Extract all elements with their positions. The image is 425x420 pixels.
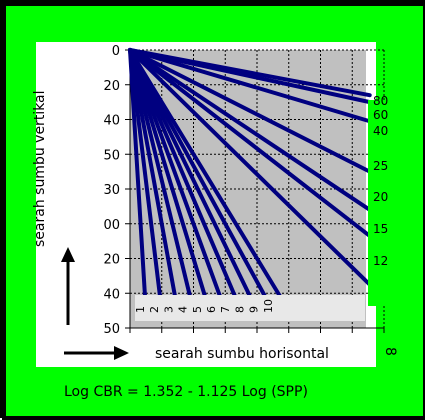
series-line-25 [128, 48, 372, 174]
cbr-label: 12 [373, 254, 388, 268]
y-tick-labels: 0 20 40 50 30 00 20 40 50 [103, 44, 120, 337]
y-tick-label: 30 [103, 183, 120, 198]
series-line-10 [128, 48, 291, 313]
series-line-7 [128, 48, 244, 313]
series-line-6 [128, 48, 228, 313]
y-tick-label: 40 [103, 287, 120, 302]
series-line-80 [128, 48, 372, 98]
series-line-9 [128, 48, 275, 313]
x-mark-label: 2 [148, 306, 161, 313]
plot-area [125, 48, 400, 333]
x-labels-box [135, 295, 365, 321]
y-tick-label: 50 [103, 322, 120, 337]
series-line-8 [128, 48, 259, 313]
y-tick-label: 00 [103, 218, 120, 233]
cbr-label: 40 [373, 124, 388, 138]
series-line-20 [128, 48, 372, 212]
cbr-label: 80 [373, 94, 388, 108]
series-line-5 [128, 48, 212, 313]
series-line-40 [128, 48, 372, 124]
series-lines [128, 48, 372, 313]
x-mark-label: 1 [134, 306, 147, 313]
series-line-2 [128, 48, 164, 313]
x-mark-label: 10 [262, 299, 275, 313]
series-line-15 [128, 48, 372, 238]
y-arrow-head [61, 247, 75, 262]
y-axis-label: searah sumbu vertikal [32, 90, 48, 247]
cbr-label: 15 [373, 222, 388, 236]
series-line-4 [128, 48, 196, 313]
y-tick-label: 50 [103, 148, 120, 163]
x-axis-label-partial: 8 [382, 347, 398, 356]
x-mark-label: 8 [233, 306, 246, 313]
cbr-label: 20 [373, 190, 388, 204]
cbr-labels-strip [368, 100, 400, 306]
x-arrow-head [114, 346, 129, 360]
formula-text: Log CBR = 1.352 - 1.125 Log (SPP) [64, 384, 308, 400]
x-mark-label: 4 [177, 306, 190, 313]
y-tick-label: 20 [103, 79, 120, 94]
x-mark-label: 5 [191, 306, 204, 313]
y-tick-label: 40 [103, 114, 120, 129]
cbr-label: 60 [373, 108, 388, 122]
y-tick-label: 20 [103, 253, 120, 268]
x-mark-label: 3 [162, 306, 175, 313]
cbr-label: 25 [373, 159, 388, 173]
series-line-3 [128, 48, 180, 313]
series-line-1 [128, 48, 148, 313]
x-mark-label: 6 [205, 306, 218, 313]
x-mark-label: 7 [219, 306, 232, 313]
x-mark-labels: 1 2 3 4 5 6 7 8 9 10 [134, 299, 275, 313]
x-mark-label: 9 [248, 306, 261, 313]
x-axis-label: searah sumbu horisontal [155, 346, 329, 362]
series-line-12 [128, 48, 372, 287]
y-tick-label: 0 [112, 44, 120, 59]
axis-arrows [61, 247, 129, 360]
